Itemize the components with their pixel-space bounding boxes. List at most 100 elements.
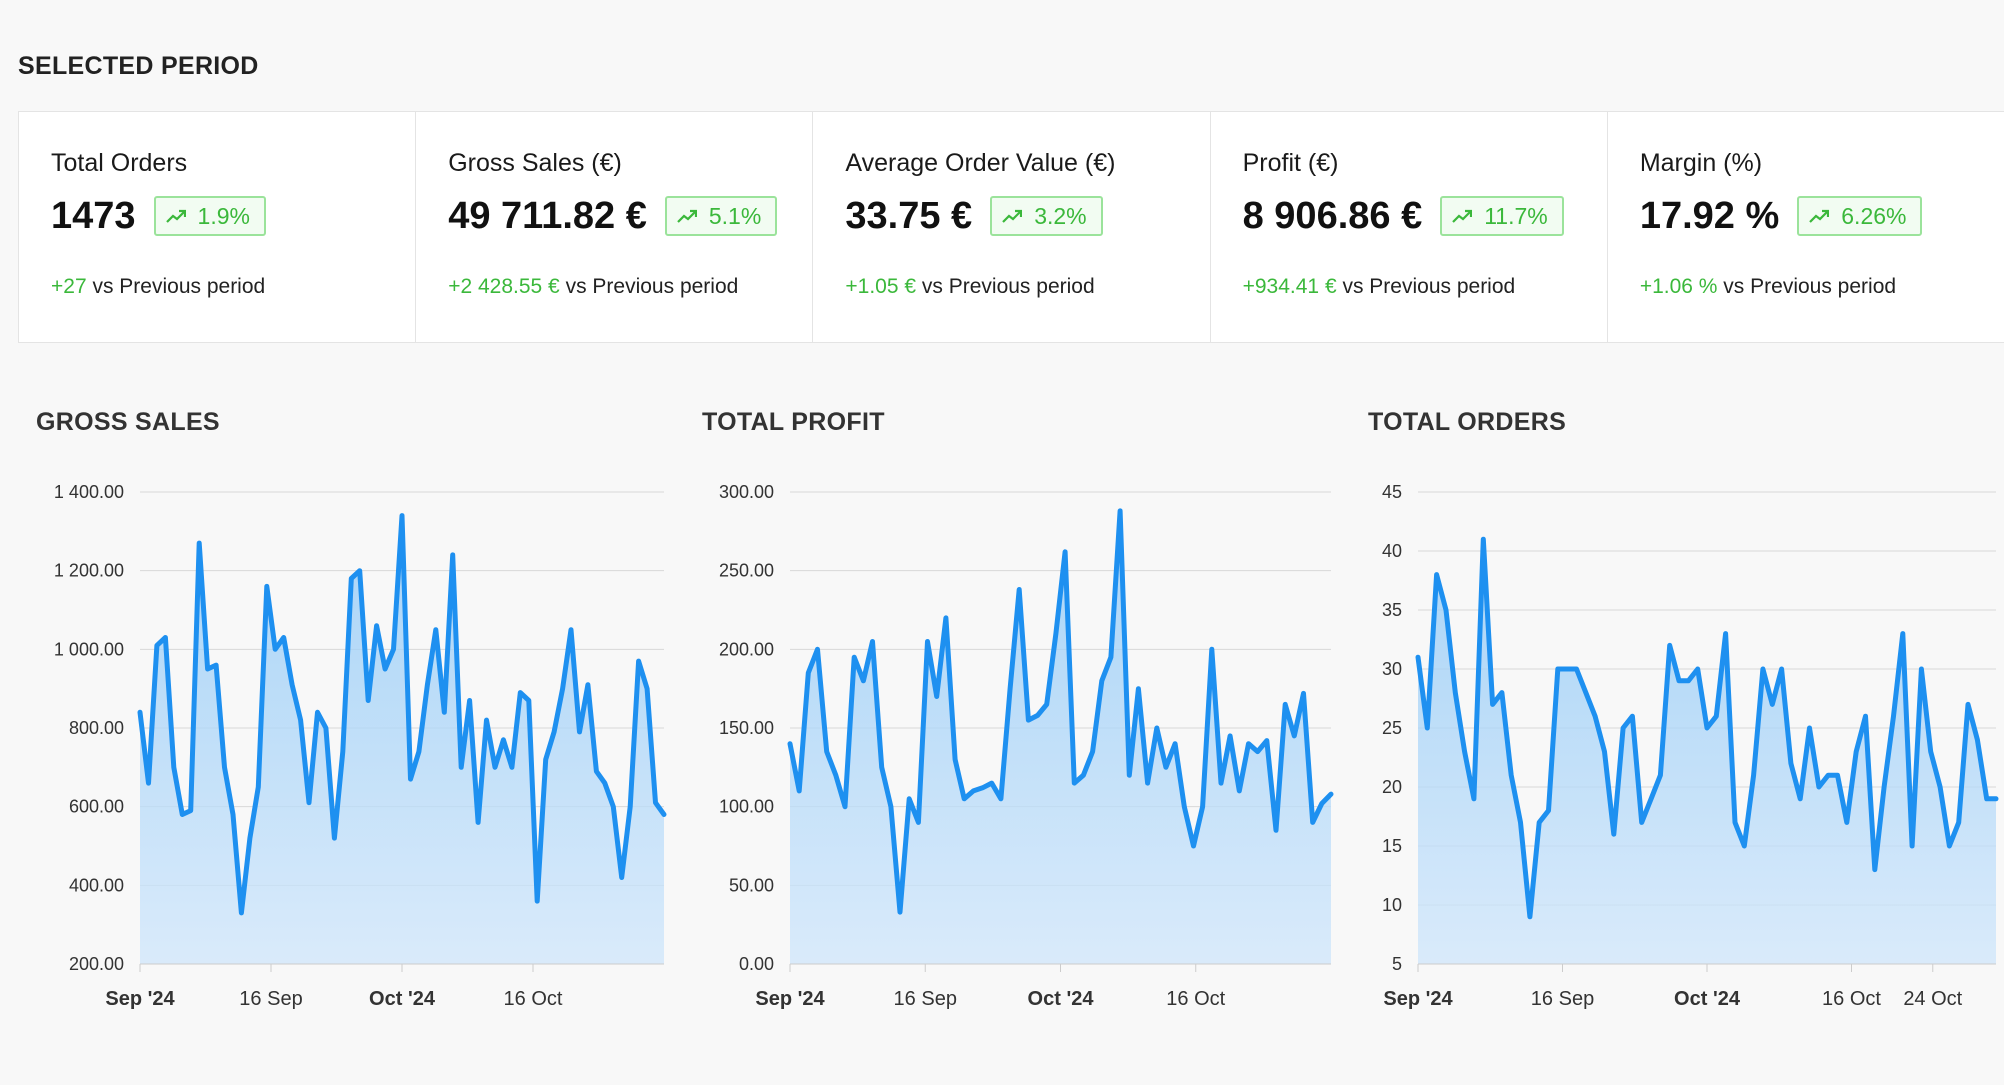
x-tick-label: 16 Sep: [1531, 988, 1594, 1010]
chart-total-profit: TOTAL PROFIT 300.00 250.00 200.00 150.00 100…: [684, 400, 1344, 1030]
kpi-value: 8 906.86 €: [1242, 195, 1423, 237]
chart-title: TOTAL ORDERS: [1368, 408, 1567, 436]
trend-badge-value: 6.26%: [1841, 202, 1907, 229]
kpi-delta: +1.06 %: [1639, 275, 1718, 298]
kpi-delta: +27: [51, 275, 87, 298]
y-tick-label: 45: [1382, 482, 1402, 502]
series-area: [790, 510, 1331, 964]
kpi-label: Profit (€): [1242, 149, 1339, 177]
x-tick-label: 16 Sep: [894, 988, 957, 1010]
kpi-main: 17.92 % 6.26%: [1640, 194, 2004, 238]
x-tick-label: Oct '24: [369, 988, 436, 1010]
y-tick-label: 0.00: [739, 954, 774, 974]
trend-up-icon: [1809, 209, 1830, 223]
chart-title: GROSS SALES: [36, 408, 220, 436]
chart-title: TOTAL PROFIT: [702, 408, 885, 436]
trend-badge-value: 11.7%: [1484, 202, 1548, 229]
trend-up-icon: [1002, 209, 1023, 223]
kpi-main: 1473 1.9%: [51, 194, 415, 238]
kpi-delta: +2 428.55 €: [448, 275, 560, 298]
trend-badge: 5.1%: [664, 196, 778, 236]
x-tick-label: 16 Oct: [1822, 988, 1881, 1010]
x-tick-label: Oct '24: [1674, 988, 1741, 1010]
trend-badge-value: 1.9%: [197, 202, 250, 229]
kpi-value: 1473: [51, 195, 136, 237]
y-tick-label: 20: [1382, 777, 1402, 797]
chart-svg: 1 400.00 1 200.00 1 000.00 800.00 600.00 400.…: [54, 482, 667, 1010]
y-tick-label: 1 000.00: [54, 639, 124, 659]
kpi-label: Gross Sales (€): [448, 149, 622, 177]
y-tick-label: 1 400.00: [54, 482, 124, 502]
y-tick-label: 10: [1382, 895, 1402, 915]
y-tick-label: 35: [1382, 600, 1402, 620]
y-tick-label: 300.00: [719, 482, 774, 502]
kpi-main: 8 906.86 € 11.7%: [1243, 194, 1607, 238]
kpi-card: Average Order Value (€) 33.75 € 3.2% +1.05 …: [812, 111, 1211, 343]
series-line: [137, 513, 667, 916]
kpi-card: Profit (€) 8 906.86 € 11.7% +934.41 € vs Pr…: [1209, 111, 1608, 343]
y-tick-label: 400.00: [69, 875, 124, 895]
y-tick-label: 100.00: [719, 797, 774, 817]
chart-svg: 45 40 35 30 25 20 15 10 5 Sep '24 16 Sep Oct '24 16 …: [1382, 482, 1999, 1010]
kpi-label: Margin (%): [1639, 149, 1763, 177]
kpi-card: Margin (%) 17.92 % 6.26% +1.06 % vs Previou…: [1606, 111, 2004, 343]
y-tick-label: 600.00: [69, 797, 124, 817]
kpi-compare-text: vs Previous period: [916, 275, 1095, 298]
trend-badge: 3.2%: [990, 196, 1103, 236]
kpi-value: 33.75 €: [845, 195, 973, 237]
y-tick-label: 15: [1382, 836, 1402, 856]
y-tick-label: 1 200.00: [54, 561, 124, 581]
kpi-compare-text: vs Previous period: [1336, 275, 1516, 298]
y-tick-label: 25: [1382, 718, 1402, 738]
trend-up-icon: [165, 209, 186, 223]
trend-badge: 6.26%: [1797, 196, 1923, 236]
x-tick-label: Oct '24: [1028, 988, 1095, 1010]
section-title: SELECTED PERIOD: [18, 52, 259, 80]
kpi-main: 33.75 € 3.2%: [845, 194, 1209, 238]
series-area: [1418, 539, 1996, 964]
chart-svg: 300.00 250.00 200.00 150.00 100.00 50.00 0.00 S…: [719, 482, 1334, 1010]
kpi-main: 49 711.82 € 5.1%: [448, 194, 812, 238]
kpi-compare: +27 vs Previous period: [51, 275, 265, 299]
series-line: [1415, 536, 1999, 920]
kpi-compare: +1.06 % vs Previous period: [1640, 275, 1896, 299]
x-tick-label: Sep '24: [755, 988, 825, 1010]
y-tick-label: 800.00: [69, 718, 124, 738]
kpi-compare-text: vs Previous period: [559, 275, 739, 298]
kpi-card: Gross Sales (€) 49 711.82 € 5.1% +2 428.55 …: [415, 111, 814, 343]
kpi-value: 49 711.82 €: [448, 195, 647, 237]
kpi-compare-text: vs Previous period: [1717, 275, 1897, 298]
chart-total-orders: TOTAL ORDERS 45 40 35 30 25 20 15 10 5 Sep '24 16 …: [1350, 400, 2004, 1030]
y-tick-label: 40: [1382, 541, 1402, 561]
chart-gross-sales: GROSS SALES 1 400.00 1 200.00 1 000.00 800.…: [18, 400, 678, 1030]
y-tick-label: 250.00: [719, 561, 774, 581]
kpi-card: Total Orders 1473 1.9% +27 vs Previous peri…: [18, 111, 417, 343]
y-tick-label: 200.00: [69, 954, 124, 974]
x-tick-label: Sep '24: [1383, 988, 1453, 1010]
trend-up-icon: [677, 209, 697, 223]
x-tick-label: Sep '24: [105, 988, 175, 1010]
x-tick-label: 16 Oct: [504, 988, 563, 1010]
trend-badge: 11.7%: [1440, 196, 1564, 236]
x-tick-label: 16 Oct: [1166, 988, 1225, 1010]
kpi-label: Total Orders: [51, 149, 188, 177]
series-line: [787, 508, 1334, 915]
trend-badge: 1.9%: [153, 196, 266, 236]
kpi-row: Total Orders 1473 1.9% +27 vs Previous peri…: [18, 111, 2004, 343]
y-tick-label: 200.00: [719, 639, 774, 659]
kpi-value: 17.92 %: [1639, 195, 1780, 237]
trend-badge-value: 3.2%: [1034, 202, 1087, 229]
kpi-compare-text: vs Previous period: [86, 275, 266, 298]
kpi-compare: +2 428.55 € vs Previous period: [448, 275, 738, 299]
kpi-delta: +1.05 €: [845, 275, 917, 298]
y-tick-label: 5: [1392, 954, 1402, 974]
kpi-label: Average Order Value (€): [845, 149, 1116, 177]
y-tick-label: 150.00: [719, 718, 774, 738]
kpi-delta: +934.41 €: [1242, 275, 1337, 298]
x-tick-label: 16 Sep: [239, 988, 302, 1010]
trend-up-icon: [1452, 209, 1473, 223]
y-tick-label: 30: [1382, 659, 1402, 679]
kpi-compare: +934.41 € vs Previous period: [1243, 275, 1516, 299]
y-tick-label: 50.00: [729, 875, 774, 895]
